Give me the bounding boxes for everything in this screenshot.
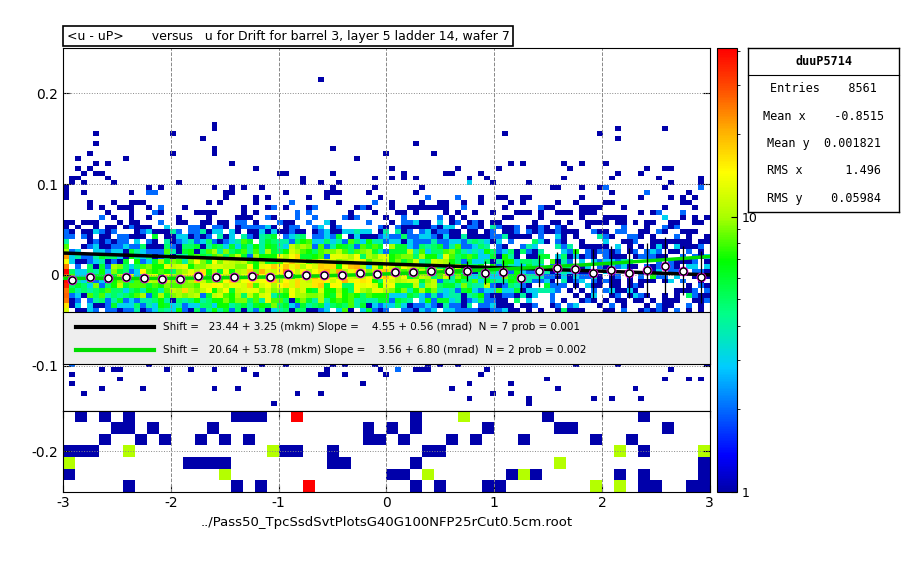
Text: Mean y  0.001821: Mean y 0.001821 [766,137,880,150]
Text: Mean x    -0.8515: Mean x -0.8515 [762,110,883,123]
Text: RMS x      1.496: RMS x 1.496 [766,164,880,177]
Text: <u - uP>       versus   u for Drift for barrel 3, layer 5 ladder 14, wafer 7: <u - uP> versus u for Drift for barrel 3… [67,29,508,42]
Text: RMS y    0.05984: RMS y 0.05984 [766,192,880,205]
Text: Shift =   20.64 + 53.78 (mkm) Slope =    3.56 + 6.80 (mrad)  N = 2 prob = 0.002: Shift = 20.64 + 53.78 (mkm) Slope = 3.56… [163,345,586,355]
Text: Entries    8561: Entries 8561 [769,82,876,95]
Text: Shift =   23.44 + 3.25 (mkm) Slope =    4.55 + 0.56 (mrad)  N = 7 prob = 0.001: Shift = 23.44 + 3.25 (mkm) Slope = 4.55 … [163,322,580,332]
X-axis label: ../Pass50_TpcSsdSvtPlotsG40G100NFP25rCut0.5cm.root: ../Pass50_TpcSsdSvtPlotsG40G100NFP25rCut… [200,516,572,529]
Text: duuP5714: duuP5714 [794,55,852,68]
